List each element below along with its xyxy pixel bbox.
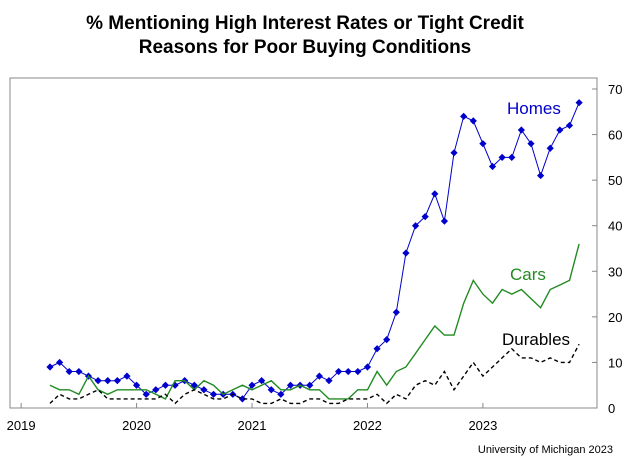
data-point-homes [450,149,458,157]
data-point-homes [556,126,564,134]
data-point-homes [537,171,545,180]
data-point-homes [575,99,583,107]
data-point-homes [161,381,170,389]
data-point-homes [565,121,574,130]
legend-cars: Cars [510,265,546,284]
series-line-cars [49,243,580,400]
data-point-homes [286,381,295,389]
data-point-homes [209,390,218,398]
data-point-homes [344,367,352,376]
data-point-homes [335,367,343,376]
data-point-homes [469,117,477,125]
data-point-homes [94,377,102,385]
data-point-homes [411,222,420,230]
data-point-homes [325,377,333,385]
data-point-homes [238,395,246,403]
data-point-homes [142,390,150,398]
y-tick-label: 40 [608,219,622,234]
data-point-homes [190,381,198,389]
series-lines [46,99,583,405]
y-axis: 0 10 20 30 40 50 60 70 [592,82,622,416]
x-axis: 2019 2020 2021 2022 2023 [7,403,497,433]
data-point-homes [421,213,429,221]
data-point-homes [123,372,131,380]
y-tick-label: 10 [608,355,622,370]
data-point-homes [75,367,83,376]
data-point-homes [56,358,64,367]
data-point-homes [132,381,141,389]
legend-durables: Durables [502,330,570,349]
data-point-homes [517,126,525,134]
data-point-homes [354,367,362,376]
plot-frame [9,77,598,409]
data-point-homes [46,363,54,371]
y-tick-label: 50 [608,173,622,188]
x-tick-label: 2023 [468,418,497,433]
data-point-homes [315,372,323,380]
data-point-homes [508,153,516,161]
data-point-homes [113,377,121,385]
data-point-homes [306,381,314,389]
data-point-homes [104,377,112,385]
x-tick-label: 2022 [353,418,382,433]
series-line-durables [49,343,580,405]
y-tick-label: 30 [608,264,622,279]
y-tick-label: 60 [608,128,622,143]
chart-title: % Mentioning High Interest Rates or Tigh… [86,13,524,34]
data-point-homes [392,308,400,316]
chart-subtitle: Reasons for Poor Buying Conditions [139,37,472,58]
data-point-homes [527,140,535,148]
data-point-homes [479,140,487,148]
y-tick-label: 20 [608,310,622,325]
data-point-homes [383,336,391,344]
data-point-homes [498,153,506,161]
data-point-homes [277,390,285,398]
series-line-homes [49,102,580,400]
data-point-homes [460,112,468,120]
data-point-homes [267,386,275,394]
x-tick-label: 2019 [7,418,36,433]
data-point-homes [363,363,372,371]
data-point-homes [431,190,439,198]
x-tick-label: 2021 [238,418,267,433]
data-point-homes [258,377,266,385]
data-point-homes [488,162,497,171]
source-note: University of Michigan 2023 [478,444,613,456]
data-point-homes [65,367,73,376]
legend-homes: Homes [507,99,561,118]
data-point-homes [373,345,381,353]
data-point-homes [200,386,208,394]
data-point-homes [248,381,256,389]
x-tick-label: 2020 [122,418,151,433]
data-point-homes [546,144,554,152]
data-point-homes [440,217,449,225]
y-tick-label: 0 [608,401,615,416]
data-point-homes [152,386,160,394]
data-point-homes [402,249,410,257]
y-tick-label: 70 [608,82,622,97]
